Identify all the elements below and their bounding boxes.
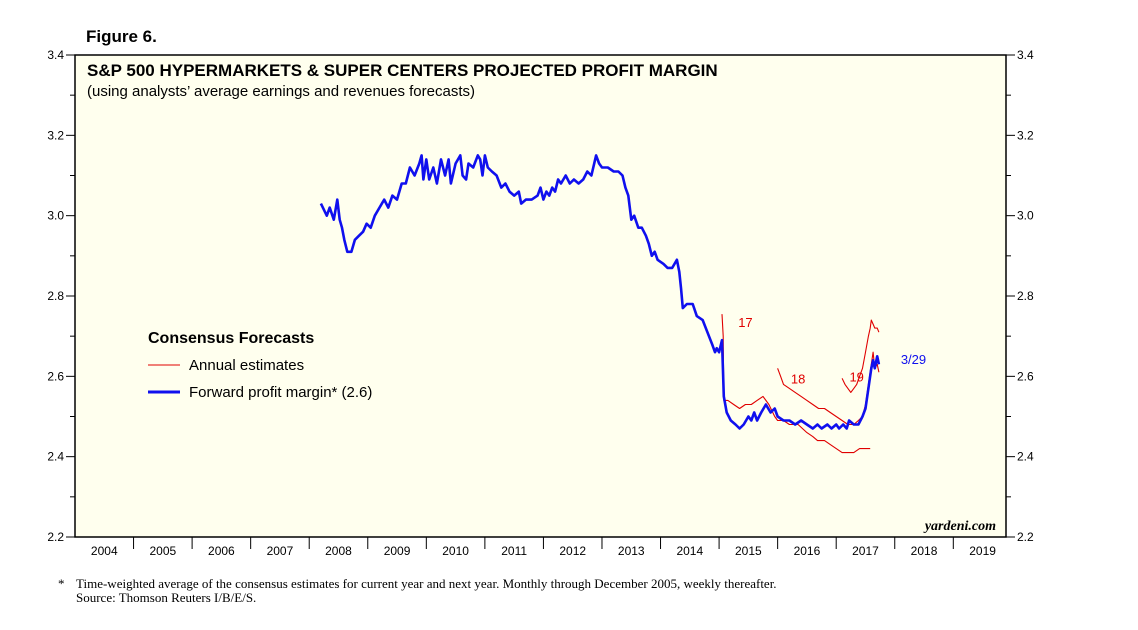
credit-label: yardeni.com — [923, 519, 996, 534]
x-tick-label: 2012 — [559, 544, 586, 558]
x-tick-label: 2018 — [911, 544, 938, 558]
x-tick-label: 2004 — [91, 544, 118, 558]
footnote-marker: * — [58, 576, 65, 591]
forward-margin-line — [319, 154, 881, 430]
annotation-label: 17 — [738, 315, 752, 330]
x-tick-label: 2007 — [267, 544, 294, 558]
y-tick-label: 2.2 — [1017, 530, 1034, 544]
footnote-text: Time-weighted average of the consensus e… — [76, 576, 777, 591]
x-tick-label: 2010 — [442, 544, 469, 558]
legend-annual-label: Annual estimates — [189, 357, 304, 374]
figure-label: Figure 6. — [86, 27, 157, 46]
chart-subtitle: (using analysts’ average earnings and re… — [87, 83, 475, 100]
annotations: 17 18 19 3/29 — [738, 315, 926, 386]
y-tick-label: 3.0 — [1017, 209, 1034, 223]
y-axis-labels-left: 3.4 3.2 3.0 2.8 2.6 2.4 2.2 — [47, 48, 64, 544]
annotation-label: 3/29 — [901, 352, 926, 367]
x-axis-labels: 2004 2005 2006 2007 2008 2009 2010 2011 2012 2013… — [91, 544, 996, 558]
y-tick-label: 2.2 — [47, 530, 64, 544]
profit-margin-chart: 3.4 3.2 3.0 2.8 2.6 2.4 2.2 3.4 3.2 3.0 2.8 2.6 2.4… — [47, 48, 1034, 558]
x-tick-label: 2016 — [794, 544, 821, 558]
x-tick-label: 2015 — [735, 544, 762, 558]
x-tick-label: 2017 — [852, 544, 879, 558]
annotation-label: 18 — [791, 371, 805, 386]
x-tick-label: 2005 — [149, 544, 176, 558]
x-tick-label: 2013 — [618, 544, 645, 558]
x-tick-label: 2014 — [676, 544, 703, 558]
y-tick-label: 2.4 — [47, 450, 64, 464]
y-tick-label: 3.2 — [47, 128, 64, 142]
annual-estimate-line — [721, 314, 871, 454]
y-tick-label: 2.6 — [47, 369, 64, 383]
y-tick-label: 2.8 — [47, 289, 64, 303]
source-note: Source: Thomson Reuters I/B/E/S. — [76, 590, 257, 605]
y-tick-label: 3.0 — [47, 209, 64, 223]
x-tick-label: 2019 — [969, 544, 996, 558]
y-tick-label: 2.4 — [1017, 450, 1034, 464]
y-tick-label: 3.2 — [1017, 128, 1034, 142]
axis-ticks — [66, 54, 1015, 549]
legend-forward-label: Forward profit margin* (2.6) — [189, 384, 372, 401]
y-tick-label: 3.4 — [47, 48, 64, 62]
x-tick-label: 2008 — [325, 544, 352, 558]
y-tick-label: 2.8 — [1017, 289, 1034, 303]
x-tick-label: 2011 — [501, 544, 527, 558]
y-axis-labels-right: 3.4 3.2 3.0 2.8 2.6 2.4 2.2 — [1017, 48, 1034, 544]
plot-area — [74, 54, 1007, 538]
annual-estimate-line — [841, 319, 880, 393]
x-tick-label: 2006 — [208, 544, 235, 558]
annotation-label: 19 — [849, 369, 863, 384]
chart-title: S&P 500 HYPERMARKETS & SUPER CENTERS PRO… — [87, 61, 718, 80]
y-tick-label: 2.6 — [1017, 369, 1034, 383]
x-tick-label: 2009 — [384, 544, 411, 558]
legend-heading: Consensus Forecasts — [148, 330, 314, 347]
legend: Consensus Forecasts Annual estimates For… — [148, 330, 372, 401]
footnote: * Time-weighted average of the consensus … — [58, 577, 777, 605]
series-layer — [319, 154, 881, 454]
y-tick-label: 3.4 — [1017, 48, 1034, 62]
